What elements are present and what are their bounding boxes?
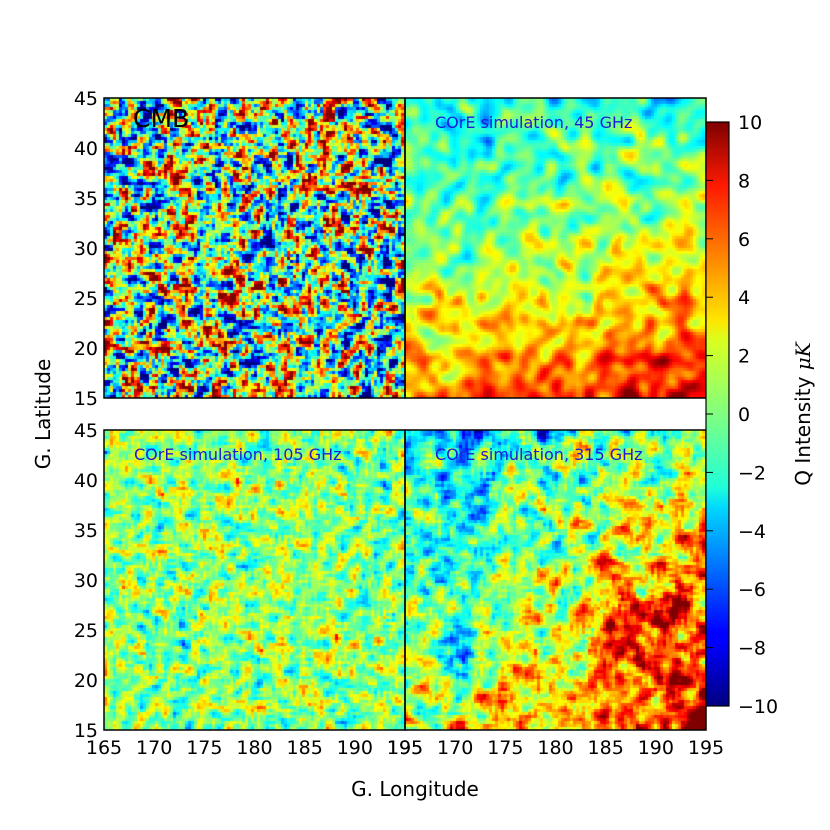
y-tick-label: 20: [74, 338, 98, 360]
y-tick-label: 45: [74, 88, 98, 110]
x-tick-label: 190: [638, 737, 674, 759]
y-tick-label: 40: [74, 470, 98, 492]
x-tick-labels-left: 165 170 175 180 185 190 195: [86, 737, 423, 759]
colorbar-tick-labels: 10 8 6 4 2 0 −2 −4 −6 −8 −10: [706, 112, 778, 718]
colorbar-tick-label: −8: [738, 638, 766, 660]
colorbar-tick-label: 6: [738, 229, 750, 251]
heatmap-cmb: [104, 98, 405, 398]
colorbar-unit: μK: [791, 341, 815, 370]
panel-label-315ghz: COrE simulation, 315 GHz: [435, 445, 643, 464]
x-tick-labels-right: 195 170 175 180 185 190 195: [387, 737, 724, 759]
x-tick-label: 175: [186, 737, 222, 759]
x-tick-label: 170: [136, 737, 172, 759]
y-tick-label: 35: [74, 188, 98, 210]
colorbar-tick-label: 10: [738, 112, 762, 134]
colorbar-tick-label: −2: [738, 462, 766, 484]
panel-label-cmb: CMB: [133, 104, 189, 133]
x-tick-label: 190: [337, 737, 373, 759]
y-tick-label: 15: [74, 388, 98, 410]
y-tick-label: 35: [74, 520, 98, 542]
colorbar-label: Q Intensity: [791, 376, 815, 485]
heatmap-45ghz: [405, 98, 706, 398]
colorbar-tick-label: −10: [738, 696, 778, 718]
y-tick-label: 45: [74, 420, 98, 442]
x-tick-label: 180: [537, 737, 573, 759]
heatmap-105ghz: [104, 430, 405, 730]
colorbar-tick-label: −4: [738, 521, 766, 543]
x-tick-label: 185: [287, 737, 323, 759]
colorbar-tick-label: 0: [738, 404, 750, 426]
x-tick-label: 180: [236, 737, 272, 759]
panel-label-45ghz: COrE simulation, 45 GHz: [435, 113, 632, 132]
x-tick-label: 195: [387, 737, 423, 759]
colorbar-title: Q Intensity μK: [791, 341, 815, 486]
colorbar-tick-label: 2: [738, 346, 750, 368]
colorbar-tick-label: −6: [738, 579, 766, 601]
y-tick-label: 15: [74, 720, 98, 742]
heatmap-315ghz: [405, 430, 706, 730]
x-tick-label: 195: [387, 737, 423, 759]
y-tick-label: 30: [74, 238, 98, 260]
y-tick-label: 40: [74, 138, 98, 160]
x-tick-label: 170: [437, 737, 473, 759]
x-axis-title: G. Longitude: [351, 777, 479, 801]
x-tick-label: 185: [588, 737, 624, 759]
y-tick-label: 25: [74, 620, 98, 642]
y-tick-label: 20: [74, 670, 98, 692]
y-tick-labels-top: 45 40 35 30 25 20 15: [74, 88, 98, 410]
colorbar-tick-label: 4: [738, 287, 750, 309]
colorbar-tick-label: 8: [738, 170, 750, 192]
x-tick-label: 165: [86, 737, 122, 759]
y-tick-label: 30: [74, 570, 98, 592]
y-tick-label: 25: [74, 288, 98, 310]
x-tick-label: 175: [487, 737, 523, 759]
x-tick-label: 195: [688, 737, 724, 759]
y-tick-labels-bottom: 45 40 35 30 25 20 15: [74, 420, 98, 742]
panel-label-105ghz: COrE simulation, 105 GHz: [134, 445, 342, 464]
y-axis-title: G. Latitude: [31, 359, 55, 470]
